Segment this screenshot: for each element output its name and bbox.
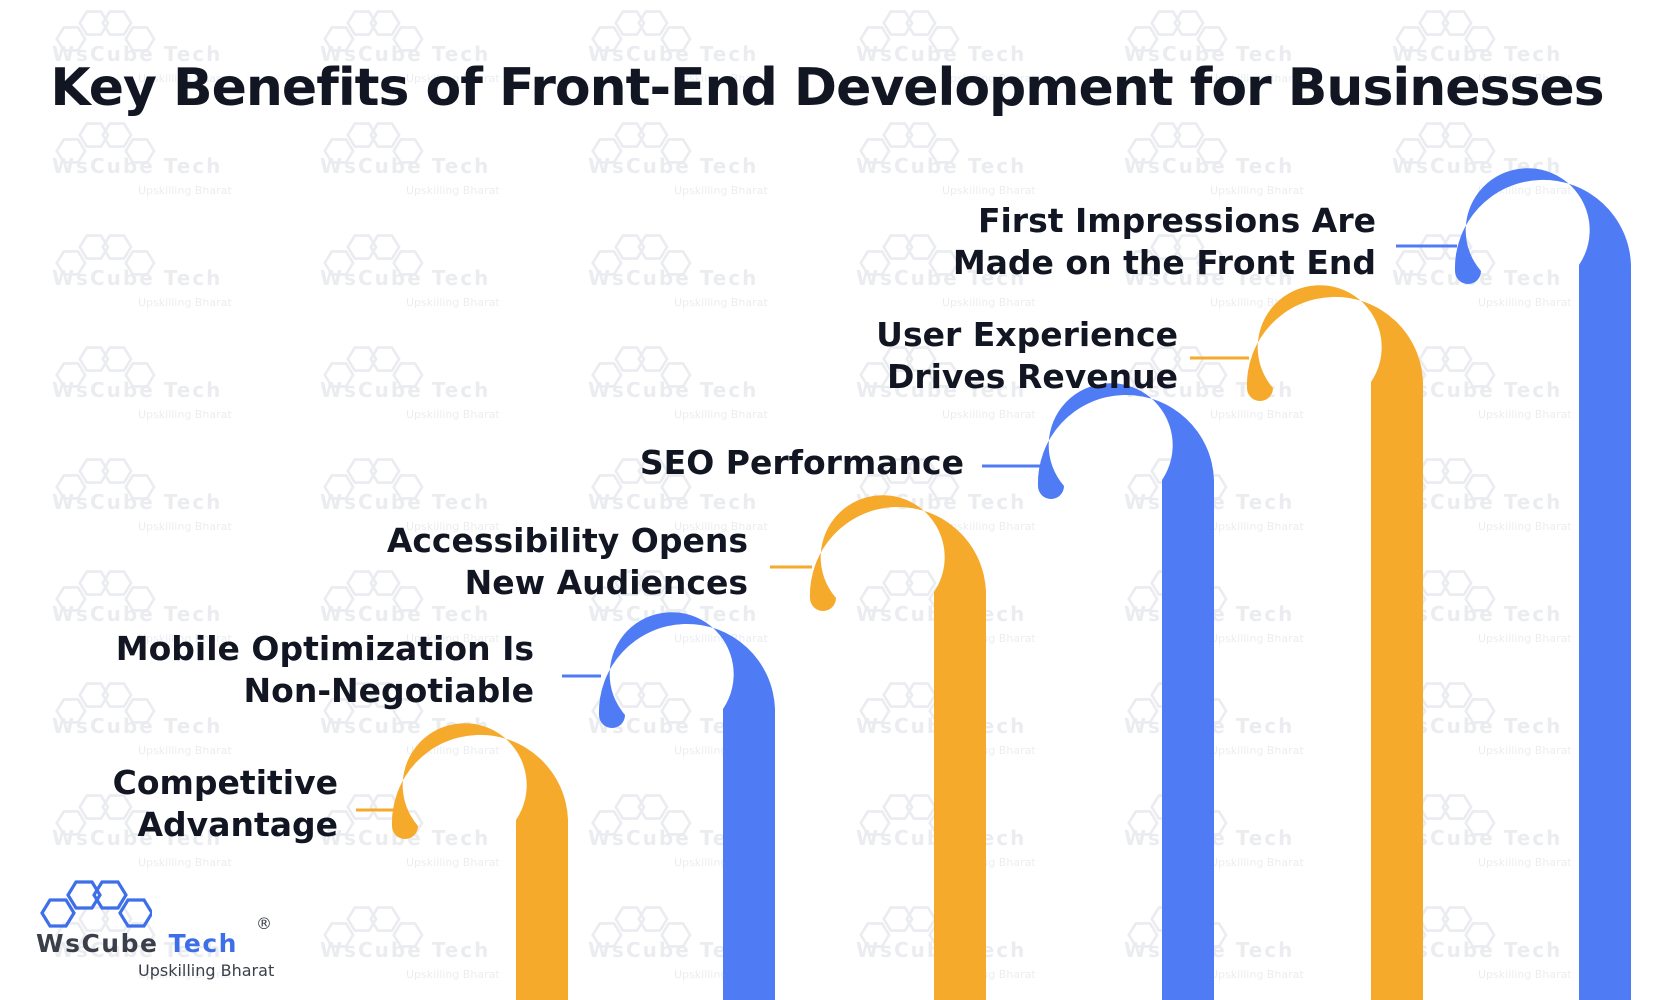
label-accessibility: Accessibility Opens New Audiences bbox=[387, 520, 748, 604]
logo-brand: WsCube Tech bbox=[36, 929, 238, 958]
label-line: Drives Revenue bbox=[886, 357, 1178, 396]
cane-shape-5 bbox=[1246, 285, 1423, 1000]
cane-shape-2 bbox=[598, 612, 775, 1000]
cane-shape-3 bbox=[809, 495, 986, 1000]
label-first-impressions: First Impressions Are Made on the Front … bbox=[953, 200, 1376, 284]
cane-shape-4 bbox=[1037, 383, 1214, 1000]
hexagon-cluster-icon bbox=[40, 880, 152, 928]
label-user-experience: User Experience Drives Revenue bbox=[876, 314, 1178, 398]
page-title: Key Benefits of Front-End Development fo… bbox=[50, 58, 1604, 118]
label-line: Made on the Front End bbox=[952, 243, 1376, 282]
logo-tagline: Upskilling Bharat bbox=[138, 961, 275, 980]
label-line: User Experience bbox=[876, 315, 1178, 354]
logo-brand-a: WsCube bbox=[36, 929, 159, 958]
label-line: New Audiences bbox=[464, 563, 748, 602]
label-line: Non-Negotiable bbox=[243, 671, 534, 710]
label-line: Advantage bbox=[137, 805, 338, 844]
label-line: SEO Performance bbox=[639, 443, 964, 482]
cane-shape-6 bbox=[1454, 168, 1631, 1000]
label-line: Accessibility Opens bbox=[386, 521, 748, 560]
label-competitive-advantage: Competitive Advantage bbox=[113, 762, 338, 846]
label-mobile-optimization: Mobile Optimization Is Non-Negotiable bbox=[116, 628, 534, 712]
registered-mark: ® bbox=[256, 914, 272, 933]
label-line: Mobile Optimization Is bbox=[115, 629, 534, 668]
logo-brand-b: Tech bbox=[168, 929, 238, 958]
cane-shape-1 bbox=[391, 723, 568, 1000]
label-seo-performance: SEO Performance bbox=[640, 442, 964, 484]
label-line: First Impressions Are bbox=[977, 201, 1376, 240]
wscube-tech-logo: WsCube Tech ® Upskilling Bharat bbox=[30, 878, 280, 988]
label-line: Competitive bbox=[112, 763, 338, 802]
